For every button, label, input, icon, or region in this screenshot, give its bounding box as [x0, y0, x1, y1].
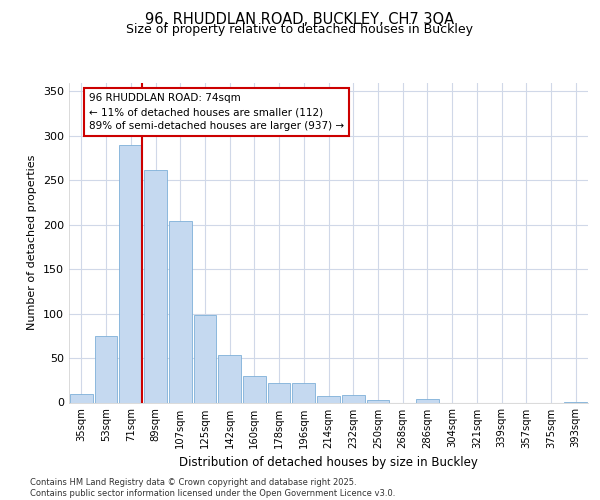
- Bar: [144, 170, 167, 402]
- X-axis label: Distribution of detached houses by size in Buckley: Distribution of detached houses by size …: [179, 456, 478, 469]
- Bar: [317, 396, 340, 402]
- Bar: [243, 376, 266, 402]
- Bar: [367, 400, 389, 402]
- Bar: [292, 383, 315, 402]
- Text: 96, RHUDDLAN ROAD, BUCKLEY, CH7 3QA: 96, RHUDDLAN ROAD, BUCKLEY, CH7 3QA: [145, 12, 455, 28]
- Bar: [169, 221, 191, 402]
- Text: Contains HM Land Registry data © Crown copyright and database right 2025.
Contai: Contains HM Land Registry data © Crown c…: [30, 478, 395, 498]
- Bar: [70, 394, 93, 402]
- Bar: [95, 336, 118, 402]
- Text: 96 RHUDDLAN ROAD: 74sqm
← 11% of detached houses are smaller (112)
89% of semi-d: 96 RHUDDLAN ROAD: 74sqm ← 11% of detache…: [89, 93, 344, 131]
- Bar: [268, 383, 290, 402]
- Bar: [194, 316, 216, 402]
- Bar: [218, 356, 241, 403]
- Y-axis label: Number of detached properties: Number of detached properties: [28, 155, 37, 330]
- Bar: [119, 144, 142, 402]
- Text: Size of property relative to detached houses in Buckley: Size of property relative to detached ho…: [127, 22, 473, 36]
- Bar: [342, 396, 365, 402]
- Bar: [416, 399, 439, 402]
